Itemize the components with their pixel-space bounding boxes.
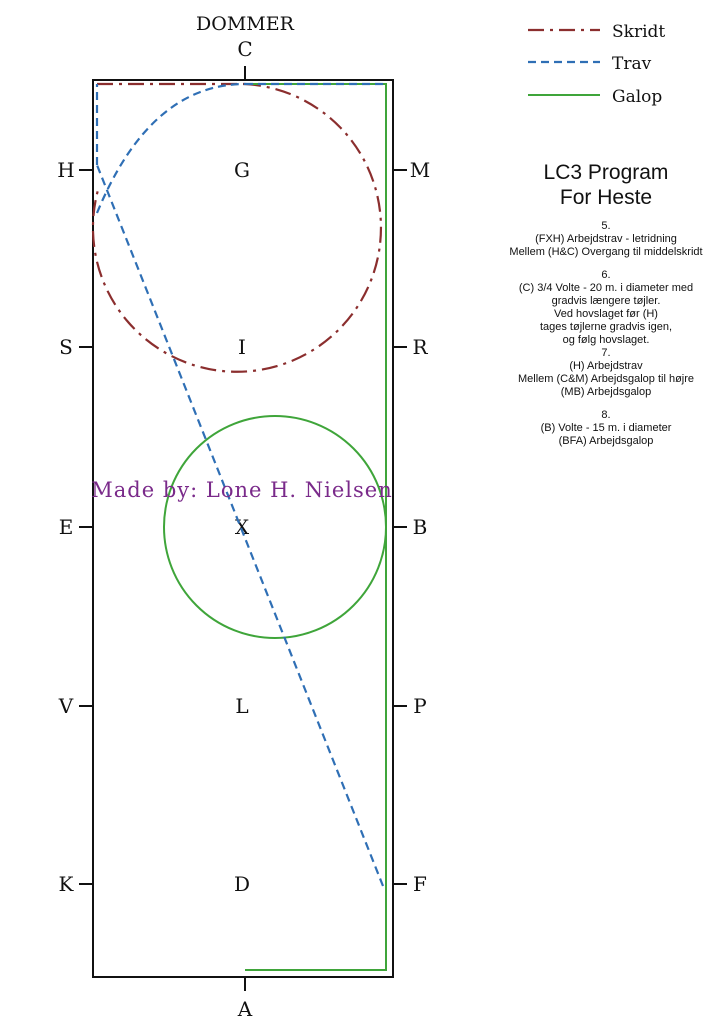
arena-letter-right: F xyxy=(413,872,427,896)
judge-label: DOMMER xyxy=(196,13,295,35)
step-line: (FXH) Arbejdstrav - letridning xyxy=(535,233,677,245)
arena-letter-center: I xyxy=(238,335,246,359)
arena-letter-left: H xyxy=(57,158,74,182)
arena-letter-right: B xyxy=(413,515,428,539)
arena-letter-right: P xyxy=(413,694,426,718)
program-title-line: For Heste xyxy=(559,186,653,209)
program-step-8: 8. (B) Volte - 15 m. i diameter (BFA) Ar… xyxy=(494,409,718,448)
step-line: (C) 3/4 Volte - 20 m. i diameter med xyxy=(518,282,694,294)
arena-letter-right: M xyxy=(410,158,430,182)
arena-letter-c: C xyxy=(237,37,252,61)
program-step-6-7: 6. (C) 3/4 Volte - 20 m. i diameter med … xyxy=(494,269,718,399)
arena-border xyxy=(92,79,394,978)
trot-path xyxy=(95,82,388,887)
walk-path xyxy=(91,82,383,373)
arena-letter-center: D xyxy=(234,872,250,896)
canter-path xyxy=(163,83,387,971)
step-line: Mellem (H&C) Overgang til middelskridt xyxy=(509,246,703,258)
arena-letter-center: G xyxy=(234,158,250,182)
step-line: (MB) Arbejdsgalop xyxy=(560,386,652,398)
program-panel: LC3 Program For Heste 5. (FXH) Arbejdstr… xyxy=(494,160,718,448)
arena-letter-left: S xyxy=(59,335,73,359)
step-line: (H) Arbejdstrav xyxy=(569,360,643,372)
step-line: 7. xyxy=(601,347,611,359)
program-title: LC3 Program For Heste xyxy=(494,160,718,210)
program-title-line: LC3 Program xyxy=(543,161,669,184)
step-line: Mellem (C&M) Arbejdsgalop til højre xyxy=(517,373,695,385)
step-line: gradvis længere tøjler. xyxy=(551,295,661,307)
letter-ticks xyxy=(79,66,407,991)
legend-label-trot: Trav xyxy=(612,54,652,74)
arena-letter-center: L xyxy=(235,694,248,718)
legend: Skridt Trav Galop xyxy=(528,22,665,107)
arena-letter-left: E xyxy=(59,515,74,539)
program-step-5: 5. (FXH) Arbejdstrav - letridning Mellem… xyxy=(494,220,718,259)
step-line: 5. xyxy=(601,220,611,232)
step-line: tages tøjlerne gradvis igen, xyxy=(539,321,673,333)
step-line: og følg hovslaget. xyxy=(562,334,650,346)
arena-letter-a: A xyxy=(237,997,253,1021)
arena-letter-left: V xyxy=(58,694,74,718)
step-line: (B) Volte - 15 m. i diameter xyxy=(540,422,672,434)
legend-label-walk: Skridt xyxy=(612,22,665,42)
arena-letter-left: K xyxy=(59,872,75,896)
maker-credit: Made by: Lone H. Nielsen xyxy=(91,478,392,502)
step-line: Ved hovslaget før (H) xyxy=(554,308,658,320)
step-line: 6. xyxy=(601,269,611,281)
step-line: 8. xyxy=(601,409,611,421)
legend-label-canter: Galop xyxy=(612,87,662,107)
arena-letter-right: R xyxy=(412,335,428,359)
step-line: (BFA) Arbejdsgalop xyxy=(558,435,654,447)
